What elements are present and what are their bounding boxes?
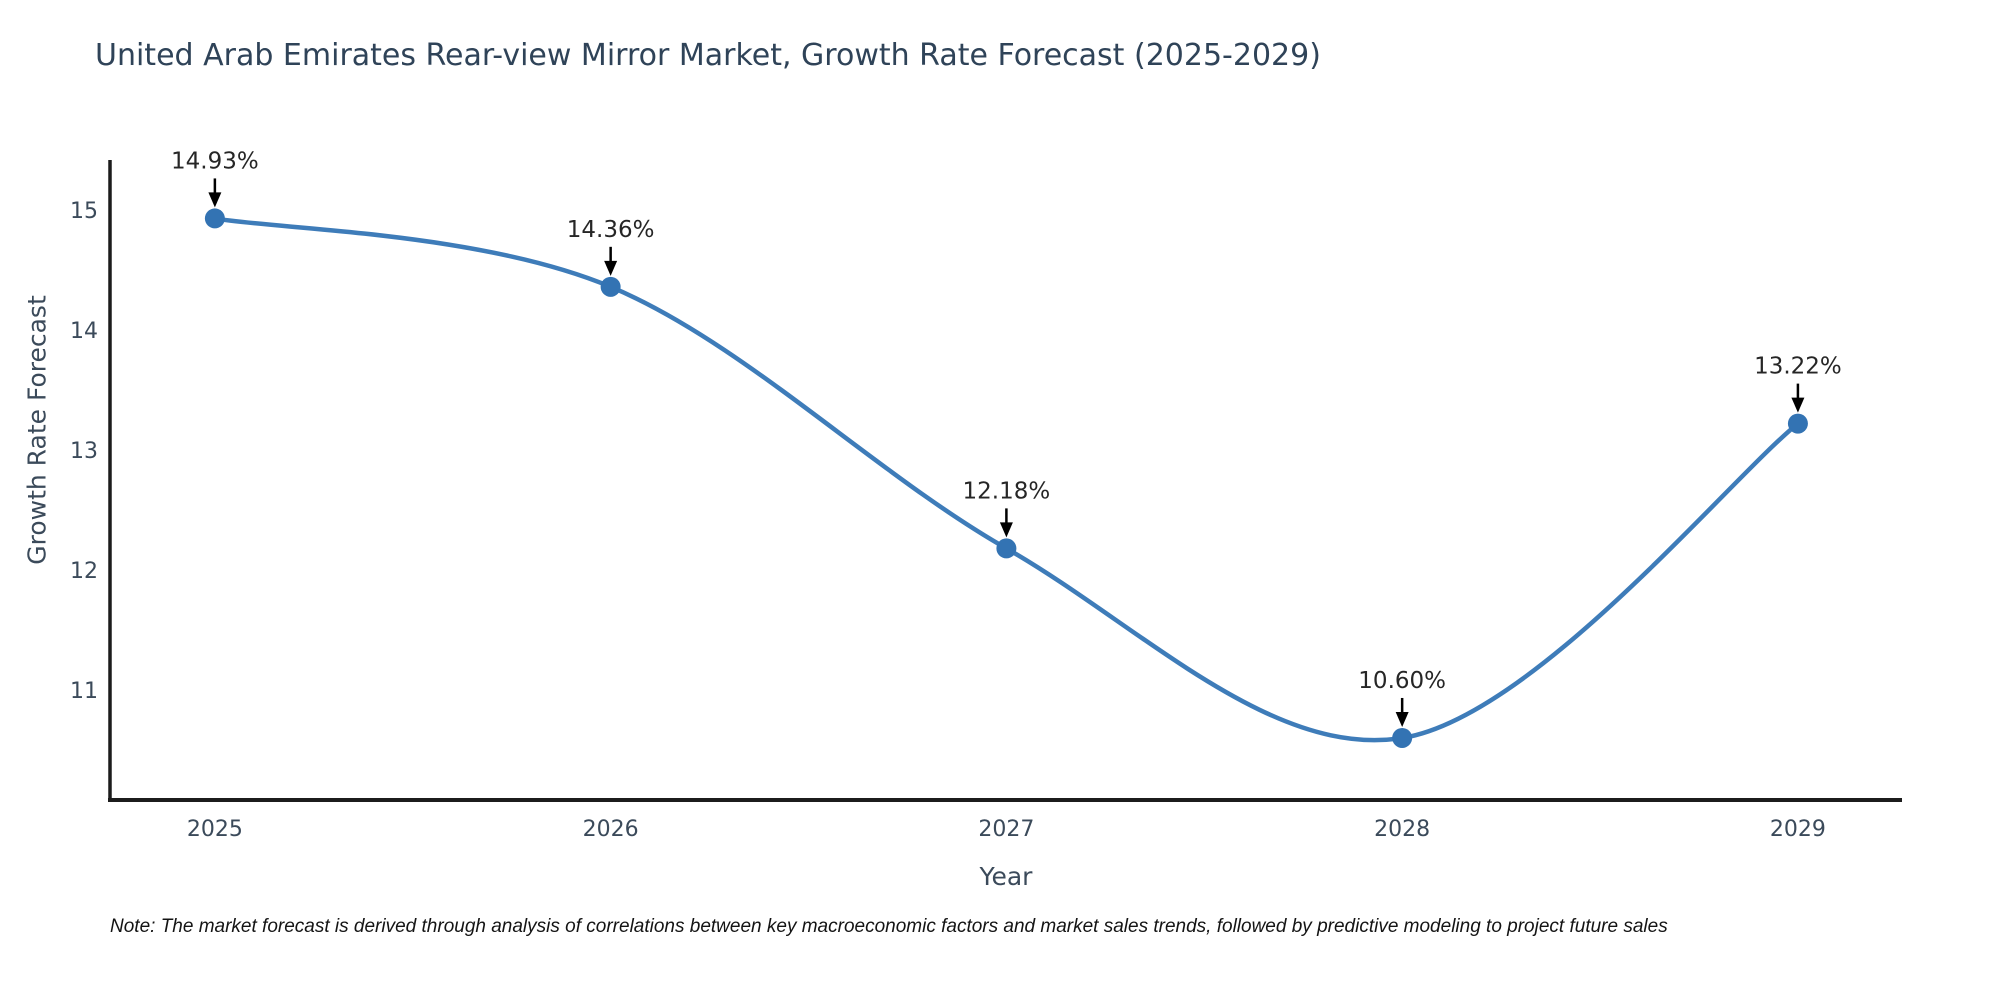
data-point-marker[interactable] (204, 208, 225, 229)
annotation-arrowhead (604, 260, 618, 276)
data-point-label: 14.93% (171, 148, 259, 174)
y-tick-label: 11 (70, 679, 98, 704)
data-point-marker[interactable] (1787, 413, 1808, 434)
data-point-label: 12.18% (963, 478, 1051, 504)
data-point-label: 10.60% (1358, 668, 1446, 694)
annotation-arrowhead (208, 192, 222, 208)
data-point-label: 13.22% (1754, 354, 1842, 380)
x-tick-label: 2025 (187, 817, 243, 842)
x-tick-label: 2026 (583, 817, 639, 842)
forecast-line (212, 216, 1801, 743)
x-axis-title: Year (979, 862, 1033, 891)
chart-title: United Arab Emirates Rear-view Mirror Ma… (95, 38, 1321, 73)
data-point-marker[interactable] (996, 538, 1017, 559)
footnote: Note: The market forecast is derived thr… (110, 916, 1668, 937)
data-point-marker[interactable] (600, 276, 621, 297)
x-tick-label: 2028 (1374, 817, 1430, 842)
x-tick-label: 2027 (978, 817, 1034, 842)
annotation-arrowhead (1395, 711, 1409, 727)
y-tick-label: 15 (70, 199, 98, 224)
y-tick-label: 12 (70, 559, 98, 584)
y-tick-label: 13 (70, 439, 98, 464)
data-point-marker[interactable] (1392, 727, 1413, 748)
x-tick-label: 2029 (1770, 817, 1826, 842)
annotation-arrowhead (1791, 397, 1805, 413)
annotation-arrowhead (999, 522, 1013, 538)
y-tick-label: 14 (70, 319, 98, 344)
data-point-label: 14.36% (567, 217, 655, 243)
